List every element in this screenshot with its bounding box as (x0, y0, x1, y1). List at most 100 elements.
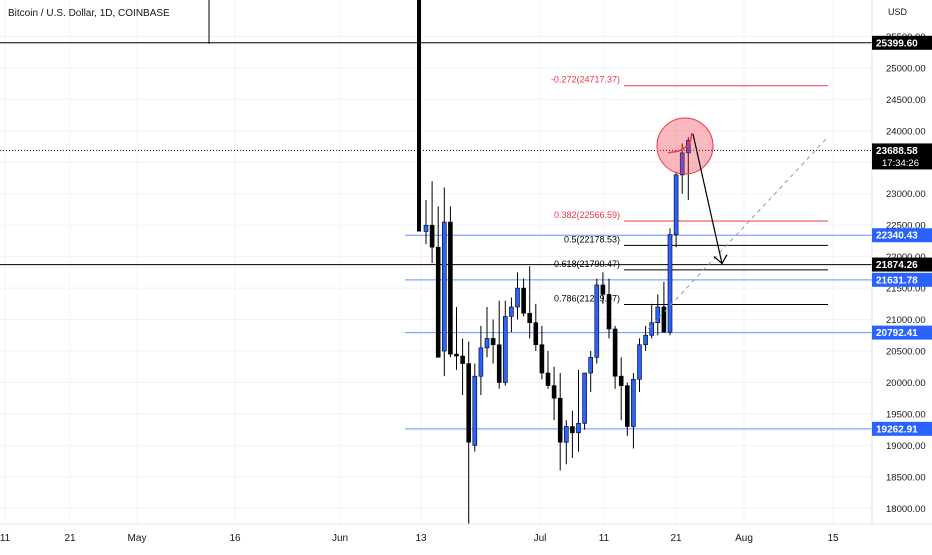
candle-body (515, 287, 520, 308)
grid-layer (0, 0, 872, 524)
x-tick-label: Jul (534, 533, 547, 544)
fib-level-label: 0.618(21790.47) (554, 259, 620, 269)
time-axis-bg (0, 524, 932, 550)
candle-body (545, 372, 551, 386)
y-tick-label: 22500.00 (886, 221, 926, 232)
highlight-circle (656, 117, 714, 175)
candle-body (649, 322, 655, 336)
candle-body (643, 334, 648, 346)
price-tag (872, 325, 932, 340)
candle-body (612, 328, 618, 377)
candle-body (673, 174, 679, 235)
candle-body (490, 338, 496, 346)
x-tick-label: Jun (332, 533, 348, 544)
fib-level-label: 0.786(21239.97) (554, 293, 620, 303)
y-tick-label: 21500.00 (886, 284, 926, 295)
candle-body (448, 221, 453, 355)
candle-body (576, 423, 581, 434)
price-tag-label: 21874.26 (876, 260, 918, 271)
y-tick-label: 20000.00 (886, 378, 926, 389)
candles (417, 0, 691, 531)
x-tick-label: May (128, 533, 147, 544)
price-tag (872, 143, 932, 170)
y-tick-label: 21000.00 (886, 315, 926, 326)
candle-body (484, 338, 490, 349)
candle-body (582, 372, 587, 424)
candle-body (460, 355, 465, 364)
candle-body (527, 312, 533, 324)
y-tick-label: 24000.00 (886, 126, 926, 137)
candle-body (624, 385, 630, 427)
candle-body (563, 426, 569, 443)
candle-body (478, 347, 484, 377)
price-tag-label: 19262.91 (876, 424, 918, 435)
projection-path (667, 132, 693, 154)
price-tag (872, 421, 932, 436)
candle-body (466, 363, 472, 443)
candle-body (454, 353, 459, 357)
x-tick-label: 15 (827, 533, 839, 544)
candle-body (441, 221, 447, 352)
y-tick-label: 20500.00 (886, 347, 926, 358)
price-tag (872, 228, 932, 243)
candle-body (533, 322, 539, 346)
candle-body (502, 316, 508, 383)
chart-title: Bitcoin / U.S. Dollar, 1D, COINBASE (8, 8, 170, 19)
y-tick-label: 18500.00 (886, 472, 926, 483)
candle-body (570, 426, 575, 434)
candle-body (661, 306, 667, 333)
candle-body (496, 344, 502, 383)
currency-label: USD (888, 7, 908, 17)
y-tick-label: 18000.00 (886, 504, 926, 515)
fib-level-label: -0.272(24717.37) (551, 75, 620, 85)
x-tick-label: 11 (599, 533, 610, 544)
candle-body (521, 287, 526, 314)
candle-body (551, 385, 557, 399)
price-tag-label: 22340.43 (876, 231, 918, 242)
price-tag-sublabel: 17:34:26 (882, 158, 919, 169)
candle-body (667, 234, 673, 333)
price-tag (872, 257, 932, 272)
y-tick-label: 19000.00 (886, 441, 926, 452)
price-tag-label: 25399.60 (876, 38, 918, 49)
time-axis[interactable]: 11 21 May 16 Jun 13 Jul 11 21 Aug 15 (0, 523, 932, 550)
price-tag-label: 23688.58 (876, 146, 918, 157)
candle-body (655, 306, 661, 324)
fib-level-label: 0.382(22566.59) (554, 210, 620, 220)
candle-body (435, 246, 441, 358)
trend-line (647, 138, 827, 330)
price-axis[interactable]: USD25500.0025000.0024500.0024000.0023500… (871, 0, 932, 550)
price-tag-label: 20792.41 (876, 328, 918, 339)
x-tick-label: 21 (64, 533, 76, 544)
candle-body (539, 344, 545, 374)
candle-body (606, 294, 612, 330)
x-tick-label: 13 (415, 533, 427, 544)
x-tick-label: 11 (0, 533, 11, 544)
candle-body (600, 284, 606, 295)
y-tick-label: 24500.00 (886, 95, 926, 106)
candle-body (594, 284, 600, 358)
candle-body (679, 152, 685, 176)
candle-body (631, 379, 636, 427)
fib-level-label: 0.5(22178.53) (564, 234, 620, 244)
candle-body (423, 224, 429, 232)
y-tick-label: 19500.00 (886, 409, 926, 420)
candle-body (417, 0, 421, 232)
price-tag (872, 272, 932, 287)
price-tag (872, 35, 932, 50)
candle-body (429, 224, 435, 248)
arrow-line (692, 133, 723, 264)
x-tick-label: Aug (735, 533, 753, 544)
x-tick-label: 16 (229, 533, 241, 544)
candle-body (472, 375, 478, 446)
y-tick-label: 25000.00 (886, 63, 926, 74)
candle-body (509, 306, 514, 317)
arrow-head (713, 254, 728, 265)
x-tick-label: 21 (670, 533, 682, 544)
annotations[interactable] (647, 117, 827, 330)
candle-body (637, 344, 642, 380)
price-tag-label: 21631.78 (876, 275, 918, 286)
candle-body (588, 357, 594, 374)
